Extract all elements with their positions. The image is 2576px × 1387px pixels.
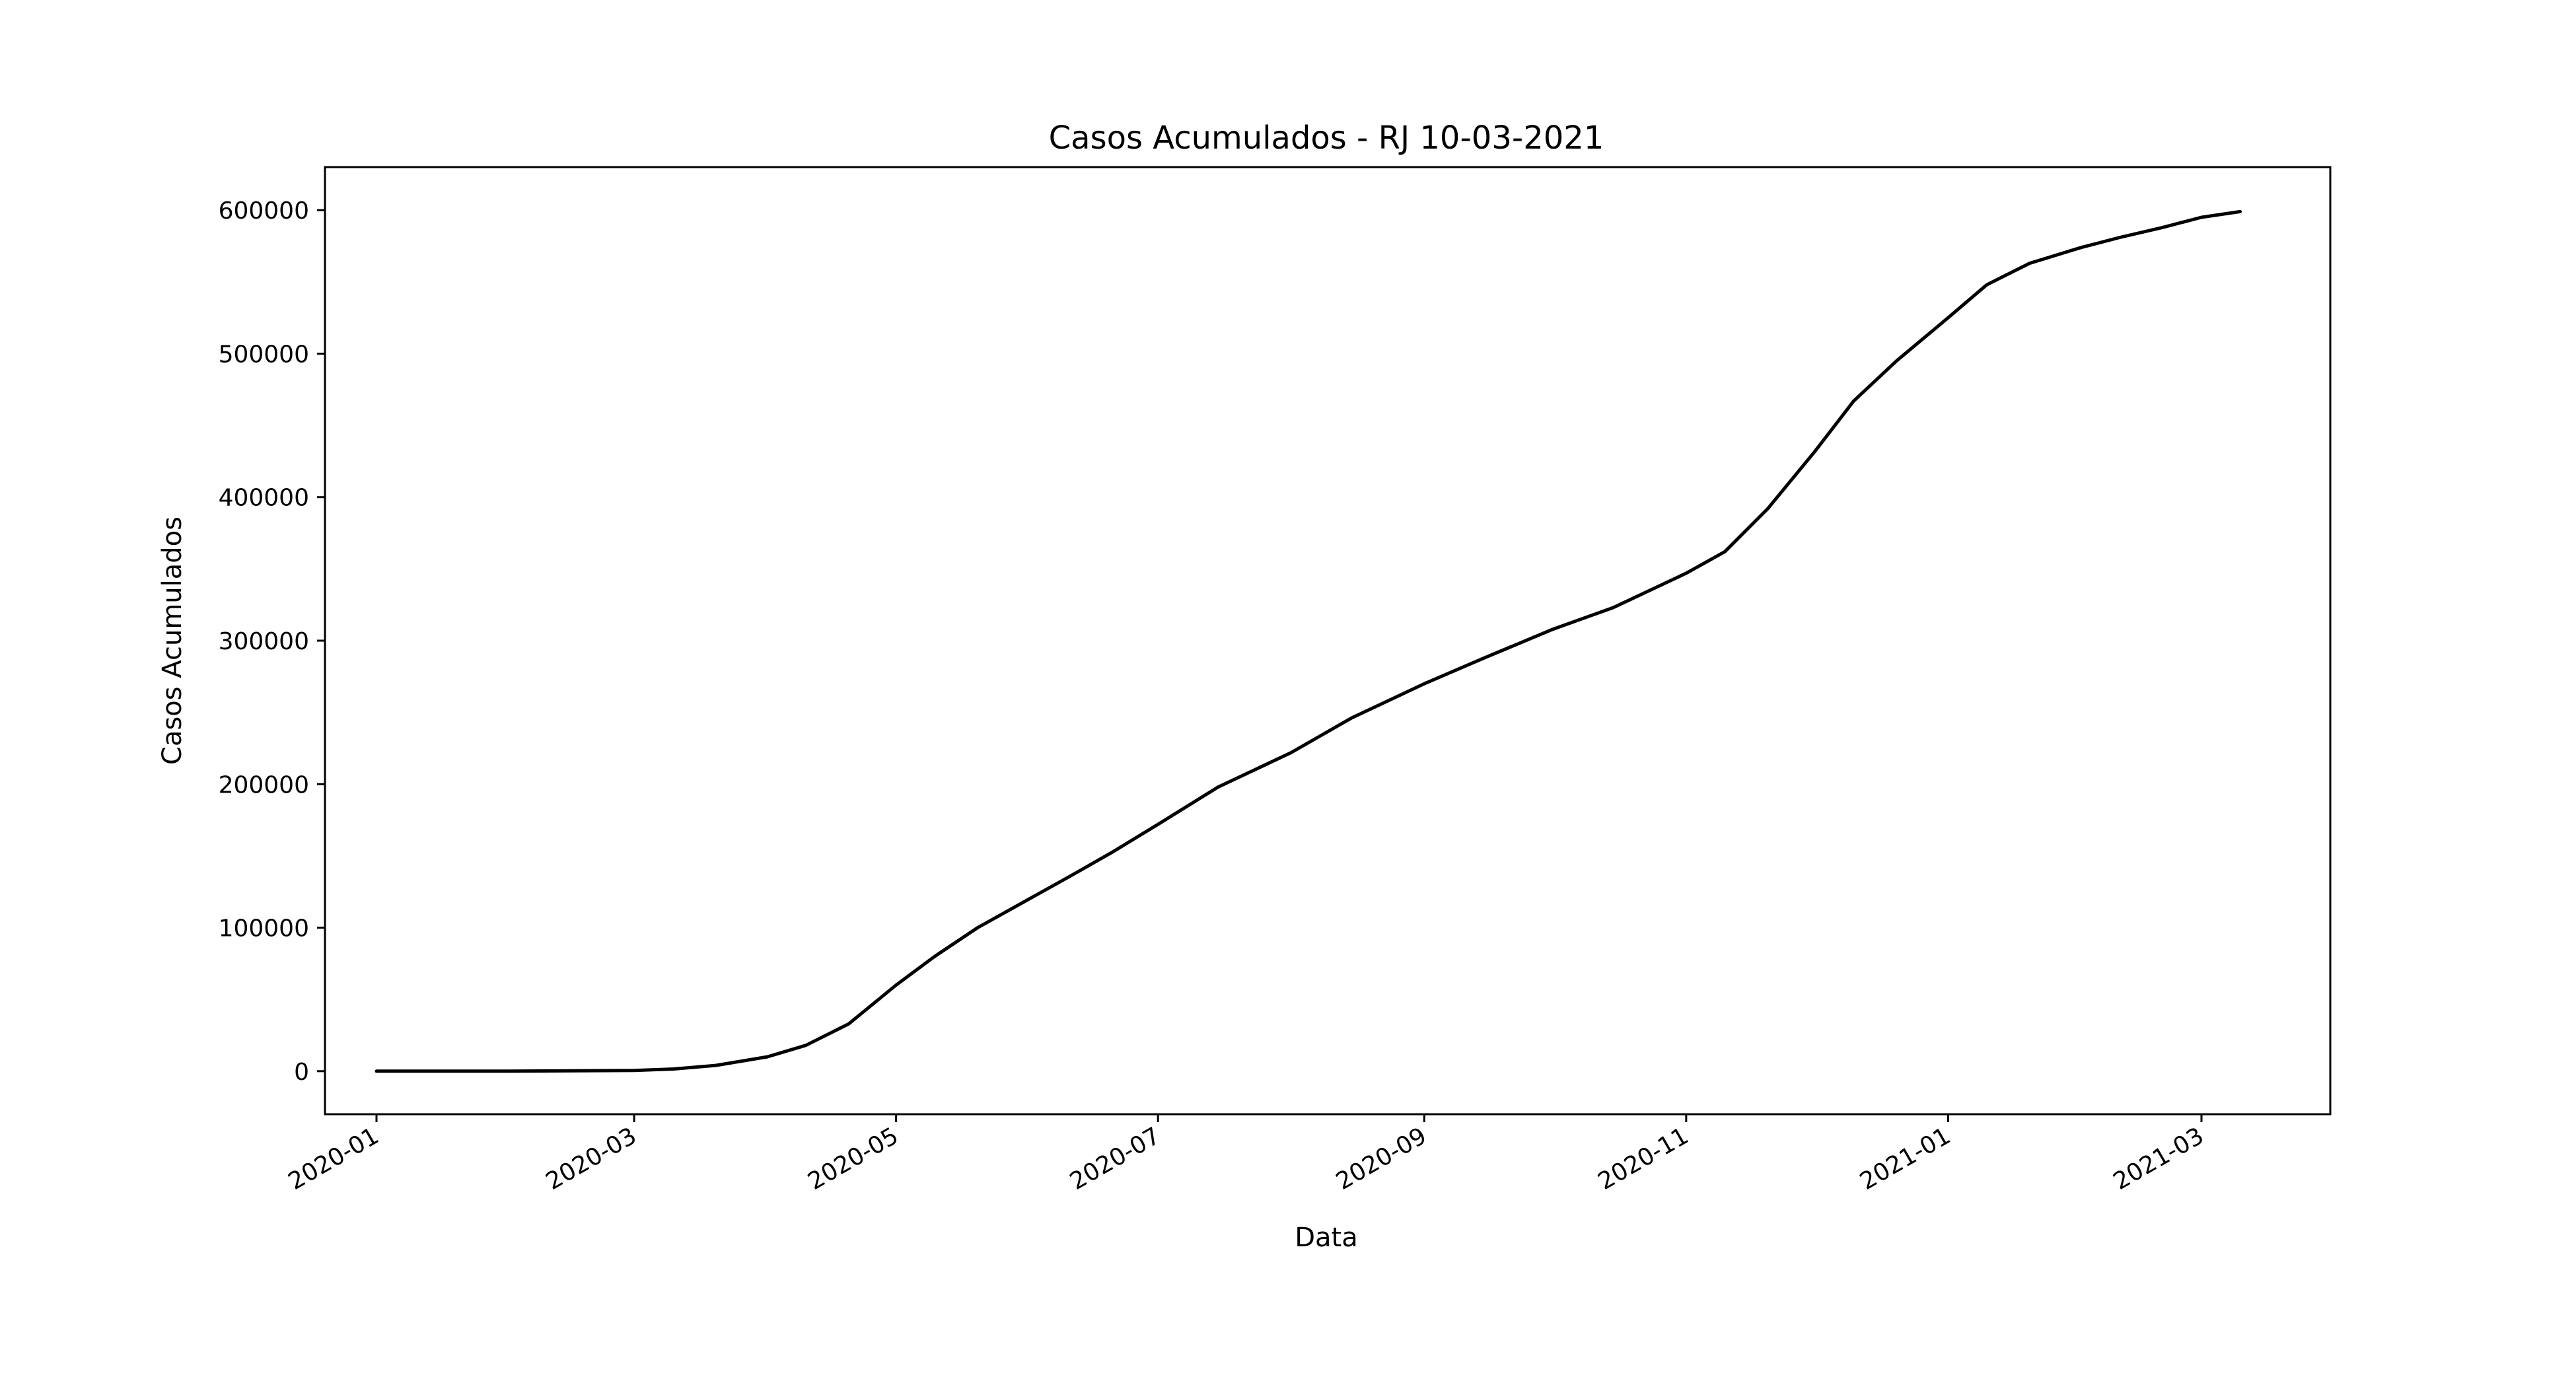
y-tick-label: 0 — [294, 1059, 309, 1086]
x-axis-label: Data — [1295, 1223, 1358, 1253]
y-axis-ticks: 0 100000 200000 300000 400000 500000 600000 — [219, 197, 325, 1086]
y-tick-label: 600000 — [219, 197, 309, 225]
chart-title: Casos Acumulados - RJ 10-03-2021 — [1049, 120, 1604, 157]
series-line — [375, 209, 2242, 1073]
x-tick-label: 2020-09 — [1332, 1122, 1431, 1195]
y-tick-label: 100000 — [219, 915, 309, 942]
x-axis-ticks: 2020-01 2020-03 2020-05 2020-07 2020-09 2020-… — [284, 1114, 2209, 1195]
plot-frame — [324, 166, 2332, 1116]
x-tick-label: 2021-01 — [1855, 1122, 1955, 1195]
y-axis-label: Casos Acumulados — [157, 516, 188, 765]
x-tick-label: 2021-03 — [2109, 1122, 2209, 1195]
y-tick-label: 300000 — [219, 628, 309, 655]
x-tick-label: 2020-11 — [1594, 1122, 1694, 1195]
x-tick-label: 2020-05 — [803, 1122, 903, 1195]
y-tick-label: 200000 — [219, 771, 309, 799]
x-tick-label: 2020-07 — [1065, 1122, 1165, 1195]
x-tick-label: 2020-03 — [542, 1122, 641, 1195]
x-tick-label: 2020-01 — [284, 1122, 384, 1195]
y-tick-label: 500000 — [219, 341, 309, 368]
y-tick-label: 400000 — [219, 485, 309, 512]
